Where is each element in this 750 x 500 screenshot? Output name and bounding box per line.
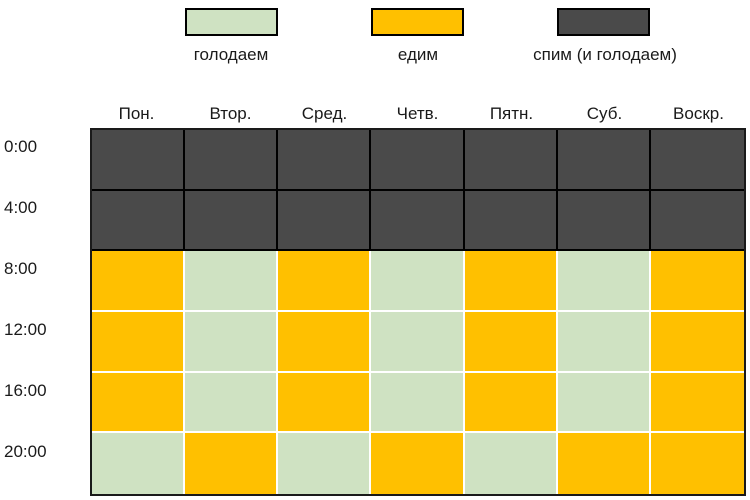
schedule-cell-sleep <box>371 190 465 252</box>
schedule-cell-sleep <box>92 130 186 191</box>
time-label-1200: 12:00 <box>4 320 47 339</box>
schedule-cell-fast <box>185 372 279 434</box>
day-header-thu: Четв. <box>396 104 439 123</box>
schedule-cell-fast <box>371 372 465 434</box>
legend-label-sleeping: спим (и голодаем) <box>533 45 677 64</box>
day-header-tue: Втор. <box>209 104 252 123</box>
schedule-cell-fast <box>92 433 186 494</box>
schedule-cell-fast <box>557 251 651 312</box>
schedule-cell-sleep <box>278 190 372 252</box>
legend-label-eating: едим <box>397 45 439 64</box>
schedule-cell-sleep <box>92 190 186 252</box>
schedule-cell-sleep <box>650 130 744 191</box>
schedule-cell-sleep <box>185 130 279 191</box>
legend-swatch-sleeping <box>557 8 650 36</box>
schedule-cell-fast <box>185 312 279 373</box>
schedule-cell-sleep <box>185 190 279 252</box>
schedule-cell-eat <box>650 312 744 373</box>
schedule-cell-eat <box>464 312 558 373</box>
day-header-mon: Пон. <box>118 104 155 123</box>
schedule-cell-fast <box>371 251 465 312</box>
time-label-2000: 20:00 <box>4 442 47 461</box>
schedule-cell-fast <box>557 312 651 373</box>
schedule-cell-eat <box>278 312 372 373</box>
time-label-0800: 8:00 <box>4 259 38 278</box>
day-header-wed: Сред. <box>301 104 348 123</box>
schedule-cell-eat <box>464 372 558 434</box>
schedule-cell-eat <box>92 372 186 434</box>
legend-swatch-eating <box>371 8 464 36</box>
schedule-cell-fast <box>278 433 372 494</box>
time-label-0400: 4:00 <box>4 198 38 217</box>
schedule-cell-sleep <box>557 130 651 191</box>
legend: голодаем едим спим (и голодаем) <box>0 0 750 80</box>
schedule-cell-eat <box>278 372 372 434</box>
time-label-1600: 16:00 <box>4 381 47 400</box>
day-header-sat: Суб. <box>586 104 623 123</box>
schedule-cell-fast <box>557 372 651 434</box>
schedule-cell-eat <box>650 372 744 434</box>
day-header-fri: Пятн. <box>489 104 534 123</box>
schedule-cell-eat <box>92 312 186 373</box>
schedule-cell-eat <box>650 433 744 494</box>
legend-swatch-fasting <box>185 8 278 36</box>
schedule-cell-sleep <box>371 130 465 191</box>
schedule-cell-eat <box>371 433 465 494</box>
schedule-cell-eat <box>278 251 372 312</box>
schedule-cell-eat <box>650 251 744 312</box>
schedule-cell-eat <box>185 433 279 494</box>
schedule-cell-sleep <box>557 190 651 252</box>
schedule-cell-fast <box>371 312 465 373</box>
day-header-sun: Воскр. <box>673 104 724 123</box>
legend-label-fasting: голодаем <box>193 45 269 64</box>
schedule-cell-sleep <box>464 130 558 191</box>
schedule-cell-sleep <box>650 190 744 252</box>
schedule-cell-sleep <box>464 190 558 252</box>
schedule-cell-fast <box>185 251 279 312</box>
schedule-cell-eat <box>557 433 651 494</box>
schedule-grid <box>90 128 746 496</box>
schedule-cell-eat <box>92 251 186 312</box>
schedule-cell-sleep <box>278 130 372 191</box>
time-label-0000: 0:00 <box>4 137 38 156</box>
schedule-cell-fast <box>464 433 558 494</box>
schedule-cell-eat <box>464 251 558 312</box>
